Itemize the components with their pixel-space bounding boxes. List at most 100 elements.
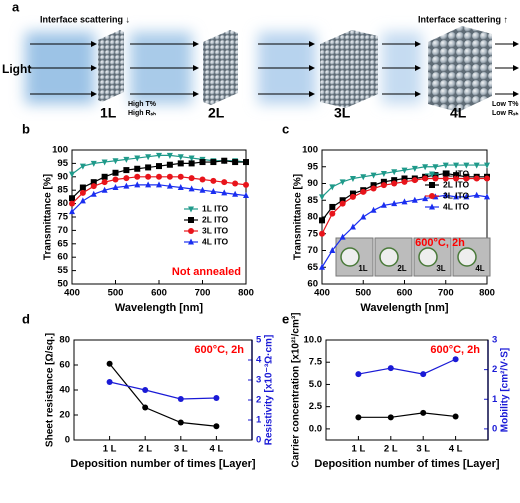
y-tick-label: 75 — [307, 228, 318, 239]
series-line — [109, 381, 217, 400]
y-axis-title: Sheet resistance [Ω/sq.] — [45, 333, 56, 447]
data-point — [442, 175, 449, 182]
layer-2l — [203, 30, 238, 105]
data-point — [90, 190, 97, 197]
data-point — [145, 154, 152, 161]
plot-frame — [71, 149, 247, 285]
data-point — [243, 181, 249, 188]
data-point — [484, 162, 490, 169]
y-tick-label: 85 — [57, 185, 68, 196]
data-point — [123, 182, 130, 189]
data-point — [232, 180, 239, 187]
series-line — [358, 358, 456, 375]
data-point — [473, 175, 480, 182]
data-point — [188, 206, 194, 213]
data-point — [166, 152, 173, 159]
data-point — [210, 188, 217, 195]
data-point — [123, 167, 130, 174]
data-point — [221, 189, 228, 196]
data-point — [401, 175, 408, 182]
note: High T% — [128, 101, 157, 108]
data-point — [422, 195, 429, 202]
data-point — [134, 165, 141, 172]
data-point — [355, 371, 362, 378]
data-point — [411, 196, 418, 203]
data-point — [79, 189, 86, 196]
data-point — [142, 404, 149, 411]
data-point — [429, 182, 435, 188]
data-point — [422, 164, 429, 171]
data-point — [156, 163, 162, 170]
data-point — [453, 193, 460, 200]
y-tick-label: 60 — [307, 279, 318, 290]
y2-axis-title: Resistivity [x10⁻³Ω·cm] — [264, 335, 275, 446]
x-tick-label: 400 — [64, 288, 80, 299]
data-point — [360, 213, 367, 220]
data-point — [432, 172, 439, 179]
y2-tick-label: 1 — [492, 394, 498, 405]
inset-label: 1L — [358, 264, 367, 273]
data-point — [142, 387, 149, 393]
data-point — [123, 175, 130, 182]
data-point — [134, 181, 141, 188]
data-point — [380, 201, 387, 208]
y-tick-label: 80 — [307, 212, 318, 223]
annotation: Interface scattering ↓ — [40, 14, 130, 24]
layer-label: 1L — [100, 105, 117, 121]
legend-label: 1L ITO — [202, 203, 229, 213]
y-tick-label: 95 — [307, 161, 318, 172]
note: Low T% — [492, 101, 519, 108]
data-point — [166, 173, 173, 180]
data-point — [232, 159, 239, 166]
y-tick-label: 7.5 — [309, 357, 323, 368]
data-point — [69, 195, 75, 202]
data-point — [123, 156, 130, 163]
panel-label: c — [282, 121, 289, 136]
y-axis-title: Carrier concentration [x10²¹/cm³] — [291, 312, 302, 467]
y-tick-label: 100 — [52, 145, 68, 156]
data-point — [360, 174, 367, 181]
data-point — [329, 247, 336, 253]
data-point — [401, 167, 408, 174]
data-point — [243, 159, 249, 166]
data-point — [484, 193, 490, 200]
data-point — [339, 179, 346, 186]
data-point — [391, 177, 398, 184]
layer-3l — [320, 30, 378, 108]
data-point — [177, 173, 184, 180]
data-point — [391, 200, 398, 207]
data-point — [188, 238, 194, 245]
data-point — [463, 175, 470, 182]
y-tick-label: 90 — [57, 171, 68, 182]
data-point — [69, 208, 75, 215]
data-point — [90, 179, 97, 186]
plot-frame — [73, 339, 253, 441]
data-point — [391, 180, 398, 187]
data-point — [380, 182, 387, 189]
data-point — [329, 210, 336, 217]
data-point — [339, 197, 346, 204]
inset-logo — [379, 247, 399, 267]
x-tick-label: 4 L — [210, 444, 224, 455]
panel-label: d — [22, 311, 30, 326]
y2-axis-title: Mobility [cm²/V·S] — [500, 348, 511, 432]
x-tick-label: 2 L — [138, 444, 152, 455]
data-point — [243, 192, 249, 199]
data-point — [166, 182, 173, 189]
light-arrows — [30, 41, 519, 97]
y2-tick-label: 2 — [492, 364, 497, 375]
layer-4l — [428, 26, 492, 112]
data-point — [188, 155, 195, 162]
inset-label: 3L — [436, 264, 445, 273]
y-tick-label: 100 — [302, 145, 318, 156]
data-point — [380, 178, 387, 185]
data-point — [380, 170, 387, 177]
panel-label: b — [22, 121, 30, 136]
x-tick-label: 2 L — [384, 444, 398, 455]
data-point — [145, 173, 152, 180]
data-point — [166, 161, 173, 168]
data-point — [442, 162, 449, 169]
x-tick-label: 800 — [238, 288, 254, 299]
x-axis-title: Deposition number of times [Layer] — [314, 458, 500, 470]
data-point — [90, 160, 97, 167]
